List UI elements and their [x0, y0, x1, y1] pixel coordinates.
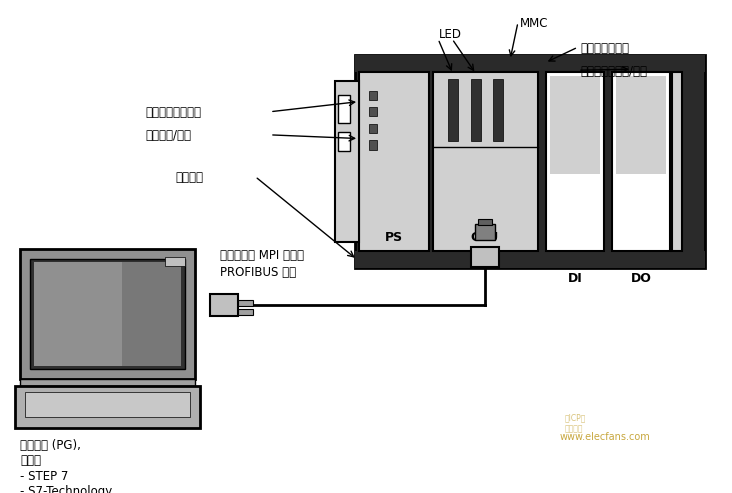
Text: - S7-Technology: - S7-Technology — [20, 485, 112, 493]
Text: LED: LED — [438, 28, 461, 41]
Bar — [475, 223, 495, 240]
Bar — [20, 249, 195, 379]
Bar — [546, 72, 604, 251]
Bar — [34, 262, 181, 366]
Bar — [672, 72, 682, 251]
Bar — [471, 79, 481, 141]
Bar — [335, 81, 359, 242]
Text: 编程设备 (PG),: 编程设备 (PG), — [20, 439, 81, 452]
Bar — [359, 72, 429, 251]
Text: - STEP 7: - STEP 7 — [20, 470, 68, 483]
Bar — [616, 76, 666, 175]
Bar — [369, 141, 377, 150]
Bar — [338, 95, 350, 123]
Bar — [369, 107, 377, 116]
Bar — [448, 79, 458, 141]
Text: 沪ICP备
发现频道: 沪ICP备 发现频道 — [565, 414, 586, 433]
Text: 用于设置线路电压: 用于设置线路电压 — [145, 106, 201, 119]
Bar — [550, 76, 600, 175]
Bar — [15, 386, 200, 427]
Bar — [478, 219, 492, 225]
Bar — [30, 259, 185, 369]
Bar — [355, 251, 705, 268]
Text: 用于连接到 MPI 接口的: 用于连接到 MPI 接口的 — [220, 249, 304, 262]
Text: 模式选择器开关: 模式选择器开关 — [580, 41, 629, 55]
Bar — [238, 310, 253, 315]
Bar — [433, 72, 538, 251]
Bar — [34, 262, 122, 366]
Text: DI: DI — [567, 273, 583, 285]
Bar — [369, 124, 377, 133]
Text: CPU: CPU — [471, 231, 499, 244]
Bar — [355, 55, 705, 268]
Bar — [238, 300, 253, 306]
Text: PROFIBUS 电缆: PROFIBUS 电缆 — [220, 266, 296, 279]
Text: 装配导轨: 装配导轨 — [175, 171, 203, 184]
Bar — [493, 79, 503, 141]
Text: PS: PS — [385, 231, 403, 244]
Bar — [471, 246, 499, 267]
Text: 电源接通/断开: 电源接通/断开 — [145, 129, 191, 142]
Bar — [355, 55, 705, 72]
Bar — [20, 379, 195, 386]
Text: MMC: MMC — [520, 17, 548, 30]
Bar — [369, 91, 377, 100]
Bar — [338, 132, 350, 150]
Text: 安装有: 安装有 — [20, 454, 41, 466]
Bar — [165, 257, 185, 266]
Text: DO: DO — [630, 273, 651, 285]
Text: 技术的集成输入/输出: 技术的集成输入/输出 — [580, 65, 647, 78]
Bar — [25, 391, 190, 418]
Bar — [612, 72, 670, 251]
Text: www.elecfans.com: www.elecfans.com — [560, 432, 651, 442]
Bar — [210, 294, 238, 316]
